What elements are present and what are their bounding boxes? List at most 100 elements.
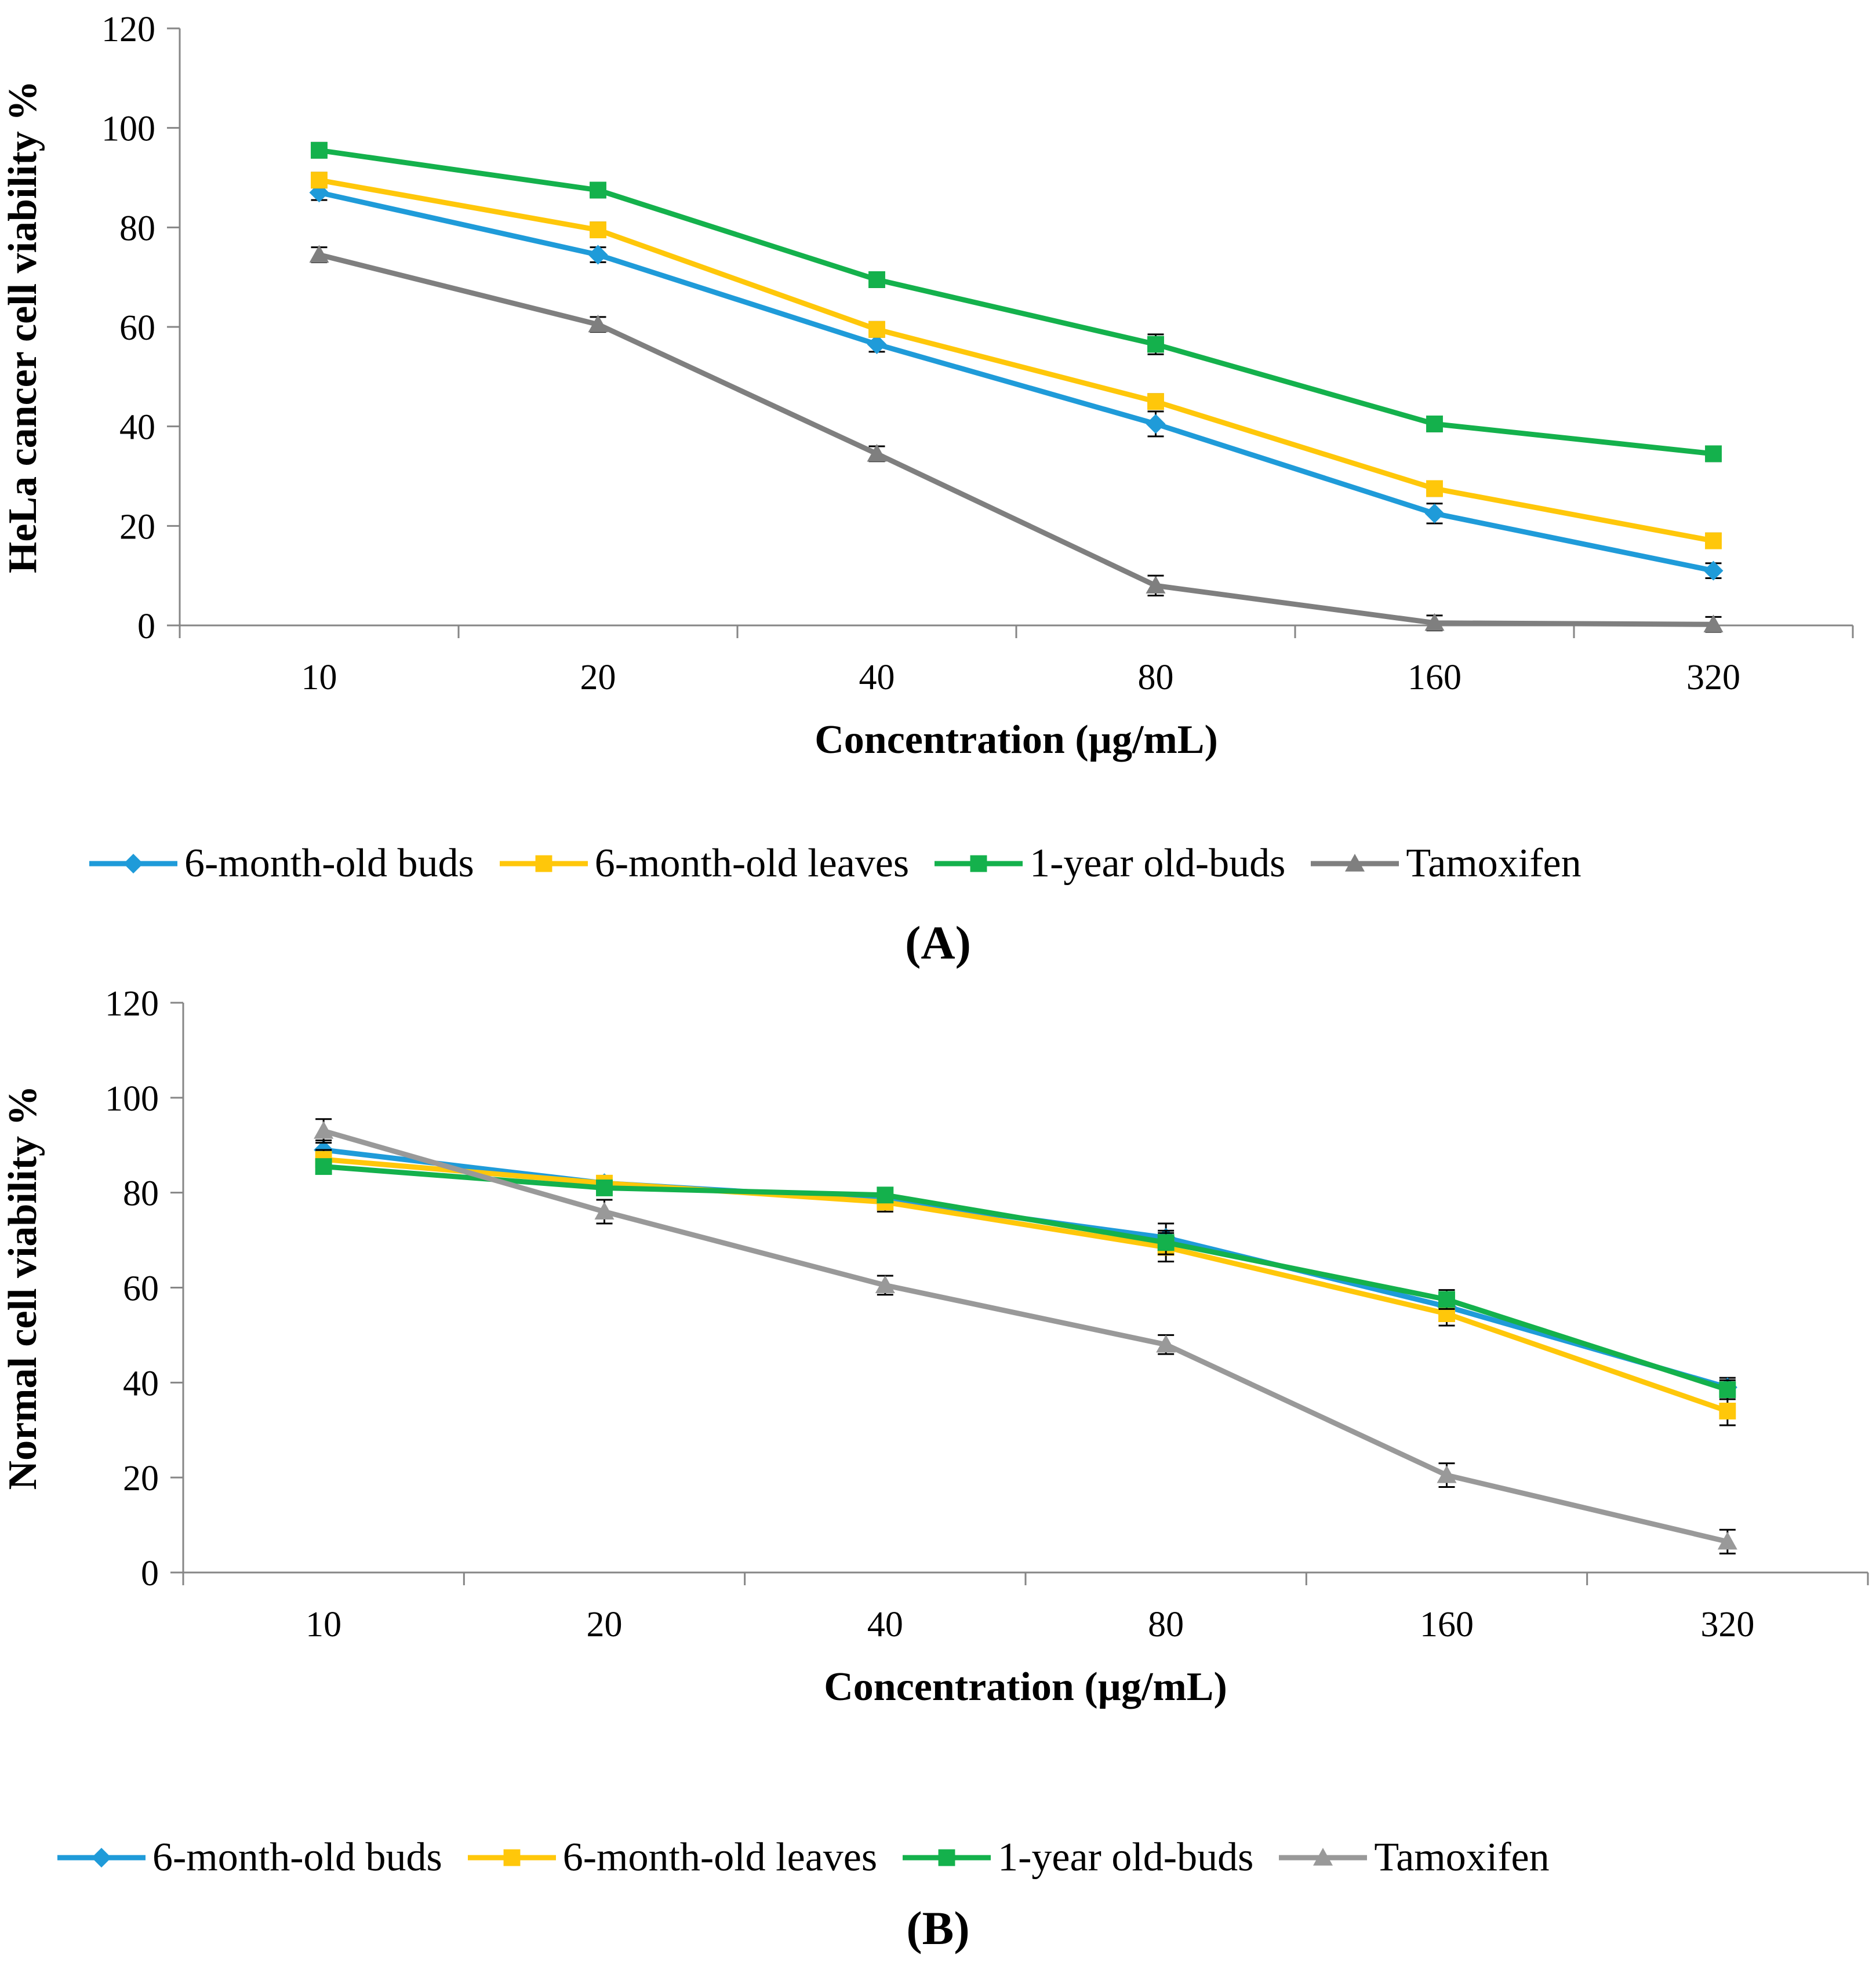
data-point (311, 141, 328, 159)
series-line (318, 177, 1714, 544)
legend-label: 6-month-old leaves (594, 841, 910, 886)
data-point (1705, 532, 1722, 549)
data-point (877, 1186, 894, 1204)
data-point (590, 221, 606, 239)
legend-swatch (935, 855, 1023, 872)
x-tick-label: 40 (859, 658, 895, 697)
legend-entry: Tamoxifen (1308, 840, 1581, 887)
panel-label-a: (A) (905, 916, 971, 969)
data-point (1703, 560, 1724, 581)
data-point (1703, 614, 1724, 632)
y-tick-label: 20 (123, 1459, 159, 1498)
legend-entry: 6-month-old leaves (497, 840, 909, 887)
axes: 0 20 40 60 80 100 120 10 20 40 80 160 320 (105, 985, 1869, 1644)
series-line (318, 190, 1714, 573)
data-point (1157, 1234, 1175, 1251)
data-point (1717, 1531, 1737, 1550)
legend-marker (1345, 854, 1365, 872)
x-axis-label: Concentration (µg/mL) (815, 718, 1218, 762)
data-point (1146, 414, 1166, 434)
legend-swatch (89, 854, 177, 873)
data-point (311, 172, 328, 189)
data-point (868, 271, 885, 288)
data-point (588, 314, 608, 333)
y-axis-label: HeLa cancer cell viability % (1, 81, 45, 573)
legend-b: 6-month-old buds 6-month-old leaves 1-year… (55, 1834, 1573, 1881)
data-point (588, 245, 608, 265)
y-tick-label: 120 (101, 10, 155, 49)
data-point (1438, 1291, 1455, 1308)
y-tick-label: 40 (123, 1364, 159, 1403)
legend-entry: 1-year old-buds (932, 840, 1285, 887)
x-axis-label: Concentration (µg/mL) (824, 1665, 1227, 1709)
data-point (590, 181, 606, 199)
x-tick-label: 40 (867, 1605, 903, 1644)
chart-a: 0 20 40 60 80 100 120 10 20 40 80 160 320 Concentrati… (1, 10, 1854, 762)
legend-entry: 6-month-old leaves (466, 1834, 877, 1881)
y-axis-label: Normal cell viability % (1, 1086, 45, 1490)
legend-label: Tamoxifen (1406, 841, 1581, 886)
data-point (1147, 336, 1164, 353)
legend-entry: Tamoxifen (1277, 1834, 1550, 1881)
data-point (1426, 480, 1443, 497)
legend-label: Tamoxifen (1374, 1835, 1550, 1880)
legend-label: 6-month-old buds (184, 841, 474, 886)
data-point (1719, 1403, 1736, 1419)
series-1-year-old-buds (311, 141, 1722, 463)
series-line (323, 1156, 1729, 1414)
legend-entry: 6-month-old buds (55, 1834, 442, 1881)
axes: 0 20 40 60 80 100 120 10 20 40 80 160 320 (101, 10, 1854, 697)
legend-marker (938, 1849, 955, 1866)
panel-a: 0 20 40 60 80 100 120 10 20 40 80 160 320 Concentrati… (1, 10, 1854, 969)
series-line (323, 1164, 1729, 1392)
x-tick-label: 20 (587, 1605, 623, 1644)
legend-label: 1-year old-buds (998, 1835, 1254, 1880)
x-tick-label: 80 (1148, 1605, 1184, 1644)
data-point (1705, 445, 1722, 463)
series-tamoxifen (309, 245, 1724, 633)
legend-swatch (1279, 1848, 1368, 1866)
data-point (1424, 613, 1445, 631)
series-line (318, 147, 1714, 457)
data-point (1147, 393, 1164, 410)
x-tick-label: 160 (1420, 1605, 1474, 1644)
series-line (318, 252, 1714, 627)
y-tick-label: 60 (119, 308, 155, 348)
data-point (1437, 1465, 1457, 1483)
series-tamoxifen (314, 1118, 1737, 1555)
y-tick-label: 120 (105, 985, 159, 1024)
series-1-year-old-buds (315, 1158, 1736, 1400)
data-point (596, 1180, 613, 1196)
legend-swatch (1311, 854, 1399, 872)
y-tick-label: 80 (119, 209, 155, 248)
series-6-month-old-leaves (311, 172, 1722, 549)
series-line (323, 1147, 1729, 1390)
legend-swatch (467, 1849, 556, 1866)
data-point (1424, 503, 1445, 523)
data-point (867, 334, 887, 355)
x-tick-label: 10 (306, 1605, 341, 1644)
data-point (309, 245, 329, 263)
legend-entry: 6-month-old buds (87, 840, 474, 887)
data-point (314, 1121, 334, 1139)
panel-b: 0 20 40 60 80 100 120 10 20 40 80 160 320 Concentrati… (0, 985, 1876, 1962)
legend-entry: 1-year old-buds (900, 1834, 1253, 1881)
legend-marker (503, 1849, 521, 1866)
legend-swatch (499, 855, 588, 872)
y-tick-label: 100 (105, 1079, 159, 1119)
legend-marker (1313, 1848, 1333, 1866)
data-point (868, 321, 885, 338)
y-tick-label: 100 (101, 110, 155, 149)
legend-label: 1-year old-buds (1030, 841, 1286, 886)
x-tick-label: 320 (1686, 658, 1740, 697)
data-point (315, 1158, 332, 1175)
legend-marker (535, 855, 552, 872)
legend-swatch (903, 1849, 991, 1866)
data-point (1146, 576, 1166, 594)
series-line (322, 1128, 1728, 1545)
data-point (594, 1202, 615, 1220)
data-point (1426, 415, 1443, 432)
chart-b: 0 20 40 60 80 100 120 10 20 40 80 160 320 Concentrati… (1, 985, 1869, 1709)
panel-label-b: (B) (906, 1902, 970, 1954)
legend-swatch (57, 1848, 146, 1868)
